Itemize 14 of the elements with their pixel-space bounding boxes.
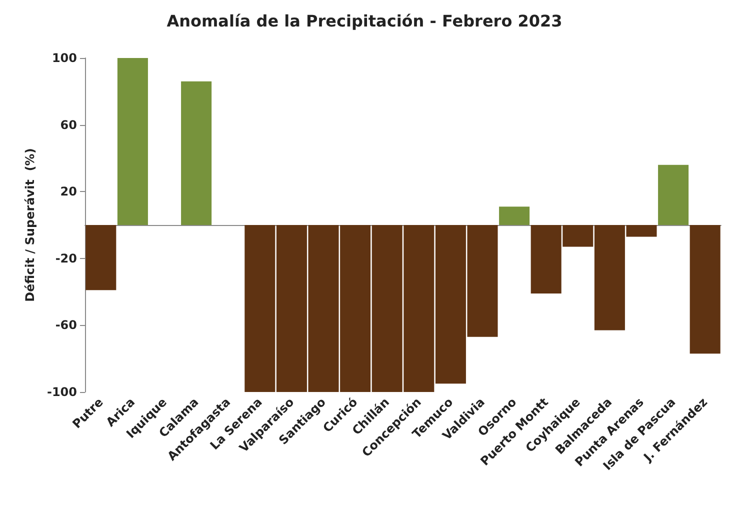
y-tick-label: 60 [60, 118, 77, 132]
bar [658, 164, 689, 225]
bar [117, 58, 148, 225]
y-tick-label: 100 [52, 51, 77, 65]
y-tick-label: -60 [55, 318, 77, 332]
y-tick-label: 20 [60, 184, 77, 199]
bar [690, 225, 720, 354]
bar [86, 225, 116, 290]
bar [499, 206, 530, 225]
chart-title: Anomalía de la Precipitación - Febrero 2023 [166, 12, 562, 30]
bar [181, 81, 212, 225]
y-tick-label: -20 [55, 251, 77, 266]
y-tick-label: -100 [46, 385, 77, 399]
y-axis-title: Déficit / Superávit (%) [23, 148, 38, 302]
